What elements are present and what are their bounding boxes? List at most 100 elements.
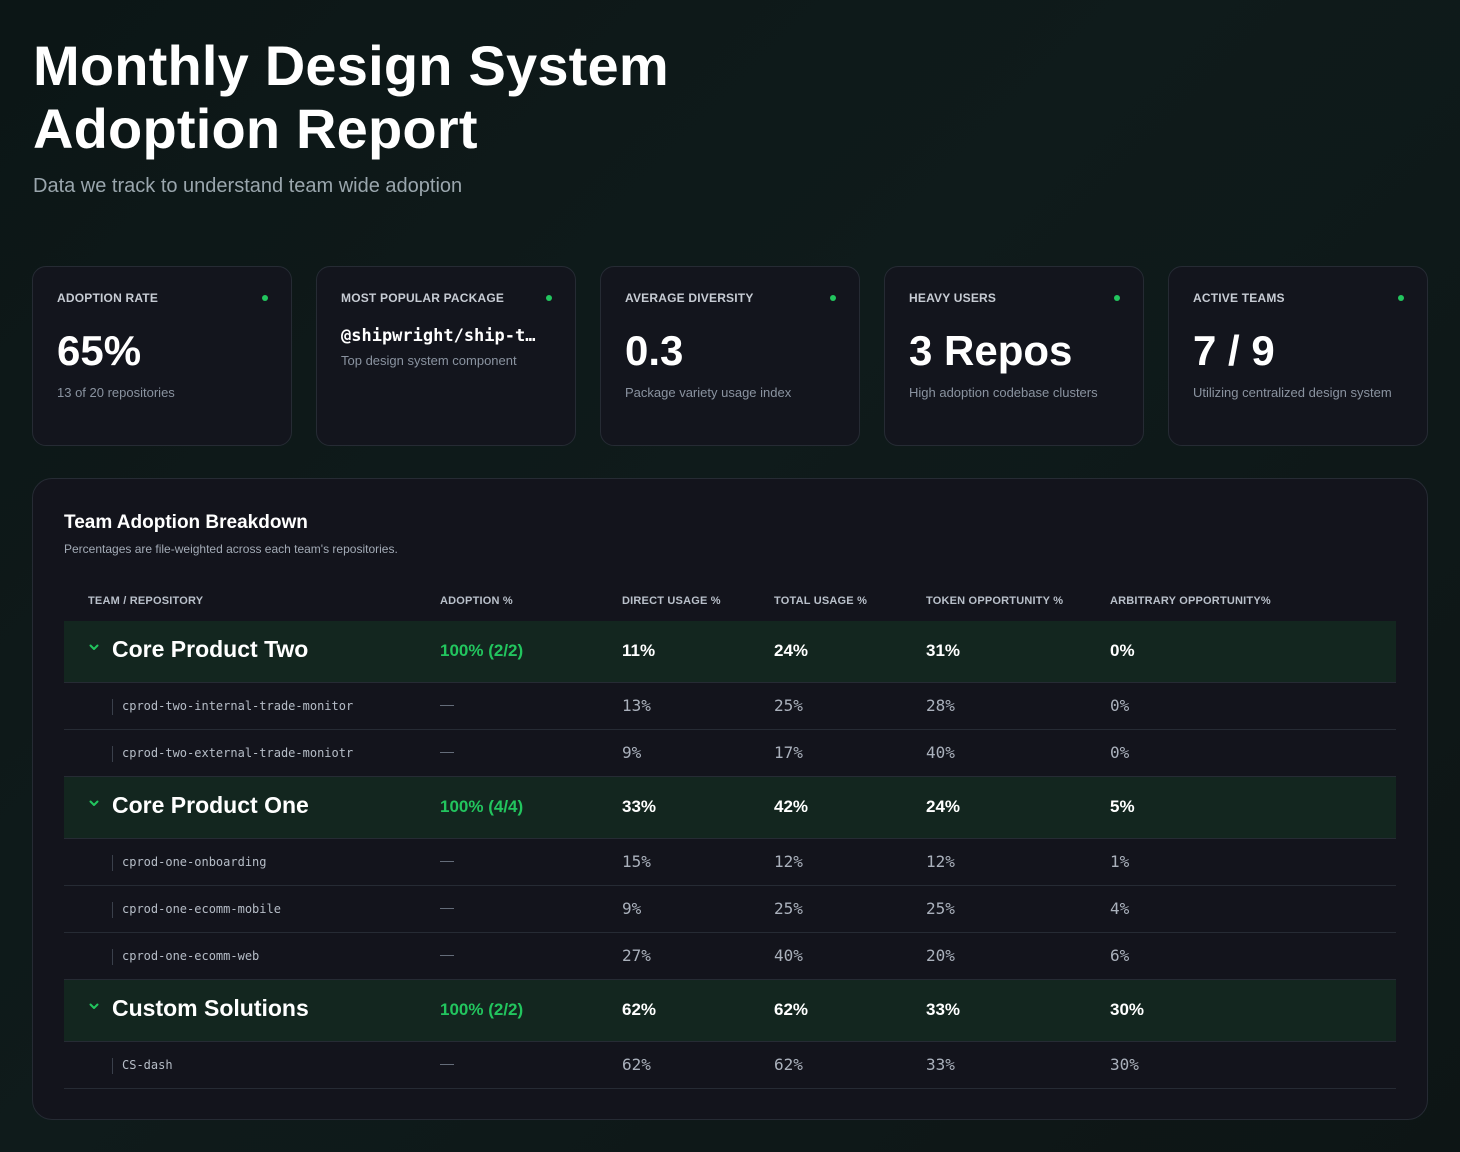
status-dot-icon <box>1398 295 1404 301</box>
team-total-usage: 62% <box>774 1000 809 1019</box>
column-header-adoption: Adoption % <box>440 595 513 607</box>
column-header-direct-usage: Direct Usage % <box>622 595 721 607</box>
kpi-value: 0.3 <box>625 327 684 374</box>
kpi-cards: Adoption Rate 65% 13 of 20 repositories … <box>32 266 1428 446</box>
repo-row: cprod-two-external-trade-moniotr — 9% 17… <box>64 730 1396 777</box>
repo-total-usage: 25% <box>774 696 803 715</box>
team-row-core-product-two[interactable]: Core Product Two 100% (2/2) 11% 24% 31% … <box>64 621 1396 683</box>
kpi-caption: High adoption codebase clusters <box>909 385 1098 400</box>
team-row-core-product-one[interactable]: Core Product One 100% (4/4) 33% 42% 24% … <box>64 777 1396 839</box>
team-name: Core Product One <box>112 792 309 818</box>
repo-total-usage: 62% <box>774 1055 803 1074</box>
kpi-label: Active Teams <box>1193 291 1285 305</box>
repo-name: cprod-one-ecomm-mobile <box>122 902 281 916</box>
kpi-label: Heavy Users <box>909 291 997 305</box>
repo-direct-usage: 15% <box>622 852 651 871</box>
team-adoption: 100% (4/4) <box>440 797 524 816</box>
team-arbitrary-opportunity: 0% <box>1110 641 1135 660</box>
repo-name: cprod-two-internal-trade-monitor <box>122 699 354 713</box>
kpi-label: Average Diversity <box>625 291 754 305</box>
team-total-usage: 24% <box>774 641 809 660</box>
kpi-card-popular-package: Most Popular Package @shipwright/ship-t…… <box>316 266 576 446</box>
repo-adoption: — <box>440 946 454 962</box>
kpi-value: @shipwright/ship-t… <box>341 326 536 346</box>
repo-direct-usage: 9% <box>622 743 642 762</box>
status-dot-icon <box>262 295 268 301</box>
repo-token-opportunity: 25% <box>926 899 955 918</box>
repo-arbitrary-opportunity: 1% <box>1110 852 1130 871</box>
repo-adoption: — <box>440 743 454 759</box>
team-row-custom-solutions[interactable]: Custom Solutions 100% (2/2) 62% 62% 33% … <box>64 980 1396 1042</box>
team-direct-usage: 62% <box>622 1000 657 1019</box>
kpi-card-active-teams: Active Teams 7 / 9 Utilizing centralized… <box>1168 266 1428 446</box>
team-token-opportunity: 33% <box>926 1000 961 1019</box>
chevron-down-icon[interactable] <box>87 999 101 1013</box>
page-subtitle: Data we track to understand team wide ad… <box>33 175 463 197</box>
repo-adoption: — <box>440 852 454 868</box>
kpi-card-heavy-users: Heavy Users 3 Repos High adoption codeba… <box>884 266 1144 446</box>
repo-token-opportunity: 33% <box>926 1055 955 1074</box>
tree-line-icon <box>112 902 113 918</box>
column-header-arbitrary-opportunity: Arbitrary Opportunity% <box>1110 595 1271 607</box>
column-header-total-usage: Total Usage % <box>774 595 868 607</box>
repo-total-usage: 17% <box>774 743 803 762</box>
repo-name: cprod-two-external-trade-moniotr <box>122 746 354 760</box>
team-arbitrary-opportunity: 5% <box>1110 797 1135 816</box>
kpi-caption: Utilizing centralized design system <box>1193 385 1392 400</box>
repo-name: cprod-one-ecomm-web <box>122 949 260 963</box>
repo-direct-usage: 27% <box>622 946 651 965</box>
repo-row: cprod-one-onboarding — 15% 12% 12% 1% <box>64 839 1396 886</box>
repo-direct-usage: 9% <box>622 899 642 918</box>
team-name: Core Product Two <box>112 636 309 662</box>
kpi-value: 3 Repos <box>909 327 1073 374</box>
repo-arbitrary-opportunity: 30% <box>1110 1055 1139 1074</box>
team-adoption: 100% (2/2) <box>440 641 524 660</box>
team-arbitrary-opportunity: 30% <box>1110 1000 1145 1019</box>
tree-line-icon <box>112 746 113 762</box>
kpi-label: Most Popular Package <box>341 291 505 305</box>
repo-row: cprod-one-ecomm-mobile — 9% 25% 25% 4% <box>64 886 1396 933</box>
breakdown-subtitle: Percentages are file-weighted across eac… <box>64 542 398 556</box>
chevron-down-icon[interactable] <box>87 640 101 654</box>
column-header-team: Team / Repository <box>88 595 204 607</box>
column-header-token-opportunity: Token Opportunity % <box>926 595 1064 607</box>
chevron-down-icon[interactable] <box>87 796 101 810</box>
breakdown-title: Team Adoption Breakdown <box>64 512 308 533</box>
repo-arbitrary-opportunity: 4% <box>1110 899 1130 918</box>
team-total-usage: 42% <box>774 797 809 816</box>
team-token-opportunity: 31% <box>926 641 961 660</box>
repo-name: CS-dash <box>122 1058 173 1072</box>
repo-adoption: — <box>440 696 454 712</box>
team-adoption-breakdown: Team Adoption Breakdown Percentages are … <box>32 478 1428 1120</box>
team-name: Custom Solutions <box>112 995 309 1021</box>
repo-arbitrary-opportunity: 0% <box>1110 696 1130 715</box>
kpi-label: Adoption Rate <box>57 291 159 305</box>
tree-line-icon <box>112 699 113 715</box>
repo-name: cprod-one-onboarding <box>122 855 267 869</box>
table-header: Team / Repository Adoption % Direct Usag… <box>64 583 1396 621</box>
repo-row: cprod-one-ecomm-web — 27% 40% 20% 6% <box>64 933 1396 980</box>
status-dot-icon <box>830 295 836 301</box>
repo-adoption: — <box>440 1055 454 1071</box>
repo-arbitrary-opportunity: 6% <box>1110 946 1130 965</box>
status-dot-icon <box>1114 295 1120 301</box>
team-token-opportunity: 24% <box>926 797 961 816</box>
adoption-table: Team / Repository Adoption % Direct Usag… <box>64 583 1396 1089</box>
kpi-card-adoption-rate: Adoption Rate 65% 13 of 20 repositories <box>32 266 292 446</box>
tree-line-icon <box>112 949 113 965</box>
repo-total-usage: 25% <box>774 899 803 918</box>
page-title: Monthly Design System Adoption Report <box>33 34 669 160</box>
status-dot-icon <box>546 295 552 301</box>
kpi-card-average-diversity: Average Diversity 0.3 Package variety us… <box>600 266 860 446</box>
repo-token-opportunity: 28% <box>926 696 955 715</box>
tree-line-icon <box>112 855 113 871</box>
repo-arbitrary-opportunity: 0% <box>1110 743 1130 762</box>
kpi-caption: Package variety usage index <box>625 385 792 400</box>
team-direct-usage: 11% <box>622 641 656 660</box>
kpi-value: 7 / 9 <box>1193 327 1275 374</box>
team-direct-usage: 33% <box>622 797 657 816</box>
repo-row: cprod-two-internal-trade-monitor — 13% 2… <box>64 683 1396 730</box>
repo-token-opportunity: 12% <box>926 852 955 871</box>
repo-total-usage: 40% <box>774 946 803 965</box>
